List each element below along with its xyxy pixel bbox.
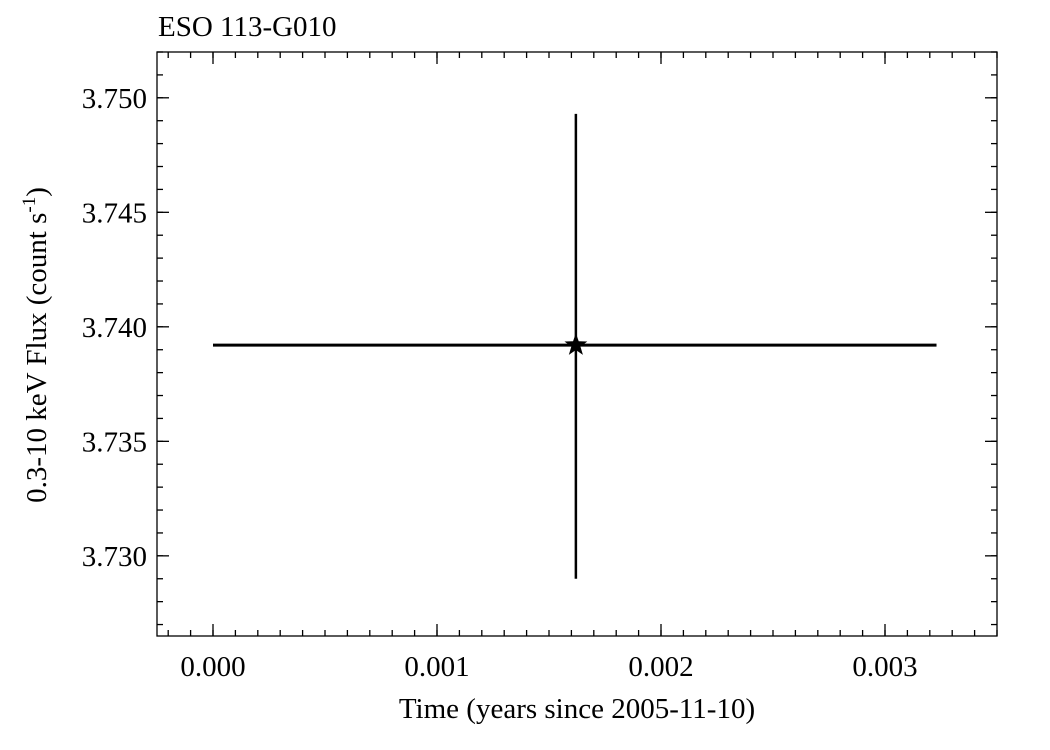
x-tick-label: 0.003 <box>852 651 917 683</box>
y-tick-label: 3.730 <box>82 541 147 573</box>
data-point-star <box>564 333 588 355</box>
x-tick-label: 0.002 <box>628 651 693 683</box>
x-tick-label: 0.001 <box>404 651 469 683</box>
y-tick-label: 3.740 <box>82 312 147 344</box>
minor-ticks <box>157 51 998 636</box>
data-layer <box>213 113 937 579</box>
y-axis-label-main: 0.3-10 keV Flux (count s <box>21 213 53 503</box>
x-tick-labels: 0.000 0.001 0.002 0.003 <box>180 651 917 683</box>
x-axis-label: Time (years since 2005-11-10) <box>399 693 755 725</box>
y-tick-label: 3.735 <box>82 426 147 458</box>
major-ticks <box>157 52 997 636</box>
y-tick-labels: 3.730 3.735 3.740 3.745 3.750 <box>82 83 147 573</box>
y-tick-label: 3.750 <box>82 83 147 115</box>
y-axis-label: 0.3-10 keV Flux (count s-1) <box>19 187 53 503</box>
x-tick-label: 0.000 <box>180 651 245 683</box>
y-axis-label-close: ) <box>21 187 53 197</box>
y-tick-label: 3.745 <box>82 197 147 229</box>
plot-frame <box>156 51 998 637</box>
chart-title: ESO 113-G010 <box>158 11 337 43</box>
y-axis-label-superscript: -1 <box>19 197 40 213</box>
